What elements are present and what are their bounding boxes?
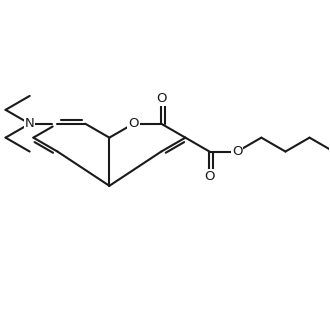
- Text: O: O: [232, 145, 243, 158]
- Text: O: O: [204, 170, 215, 183]
- Text: O: O: [128, 117, 139, 130]
- Text: O: O: [156, 92, 167, 105]
- Text: N: N: [25, 117, 35, 130]
